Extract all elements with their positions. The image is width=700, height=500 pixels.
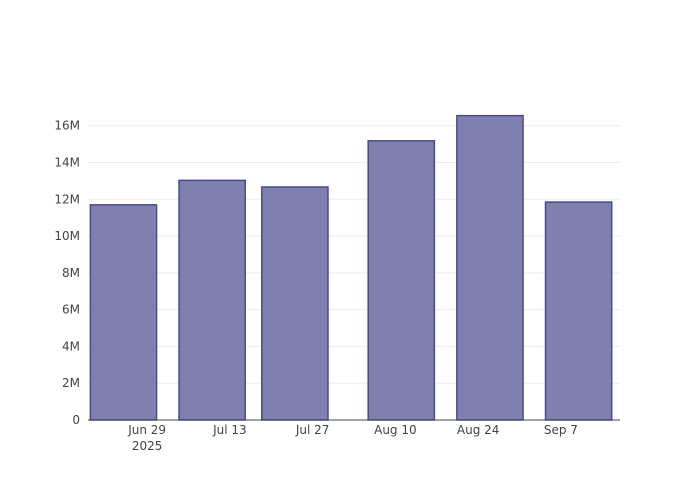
- x-tick-label: Aug 24: [457, 423, 500, 437]
- y-tick-label: 14M: [54, 156, 80, 170]
- x-tick-label: Jun 29 2025: [127, 423, 166, 453]
- y-tick-label: 12M: [54, 192, 80, 206]
- y-tick-label: 8M: [62, 266, 80, 280]
- x-tick-label: Jul 13: [212, 423, 247, 437]
- bar: [178, 179, 246, 421]
- y-tick-label: 0: [72, 413, 80, 427]
- y-tick-label: 4M: [62, 339, 80, 353]
- y-tick-label: 16M: [54, 119, 80, 133]
- x-tick-label: Aug 10: [374, 423, 417, 437]
- bar: [544, 201, 613, 421]
- bar: [456, 114, 524, 421]
- x-tick-label: Jul 27: [295, 423, 330, 437]
- y-tick-label: 6M: [62, 303, 80, 317]
- bar: [261, 186, 329, 421]
- bar: [367, 140, 436, 421]
- y-tick-label: 2M: [62, 376, 80, 390]
- x-tick-label: Sep 7: [544, 423, 578, 437]
- y-tick-label: 10M: [54, 229, 80, 243]
- bar: [89, 204, 158, 421]
